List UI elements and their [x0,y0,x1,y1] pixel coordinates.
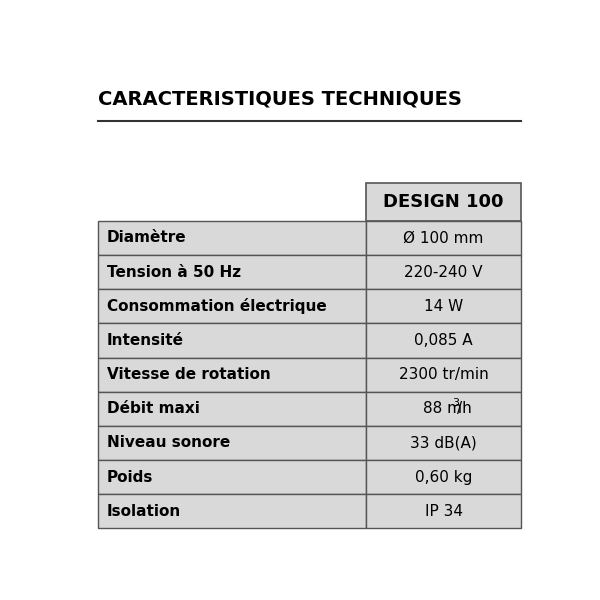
Text: 88 m: 88 m [422,401,461,416]
FancyBboxPatch shape [365,323,521,358]
FancyBboxPatch shape [365,358,521,392]
Text: Ø 100 mm: Ø 100 mm [403,230,484,245]
Text: Niveau sonore: Niveau sonore [107,436,230,451]
FancyBboxPatch shape [98,460,365,494]
Text: Poids: Poids [107,470,153,485]
FancyBboxPatch shape [98,426,365,460]
FancyBboxPatch shape [98,255,365,289]
Text: Intensité: Intensité [107,333,184,348]
Text: DESIGN 100: DESIGN 100 [383,193,504,211]
Text: Isolation: Isolation [107,504,181,519]
FancyBboxPatch shape [98,358,365,392]
FancyBboxPatch shape [365,255,521,289]
FancyBboxPatch shape [98,289,365,323]
Text: 3: 3 [452,398,459,408]
FancyBboxPatch shape [98,392,365,426]
Text: 0,60 kg: 0,60 kg [415,470,472,485]
FancyBboxPatch shape [365,289,521,323]
Text: 2300 tr/min: 2300 tr/min [398,367,488,382]
FancyBboxPatch shape [365,460,521,494]
FancyBboxPatch shape [365,392,521,426]
Text: 220-240 V: 220-240 V [404,265,483,280]
Text: Tension à 50 Hz: Tension à 50 Hz [107,265,241,280]
Text: 0,085 A: 0,085 A [414,333,473,348]
Text: Diamètre: Diamètre [107,230,186,245]
FancyBboxPatch shape [98,323,365,358]
FancyBboxPatch shape [98,221,365,255]
Text: IP 34: IP 34 [425,504,463,519]
FancyBboxPatch shape [365,426,521,460]
FancyBboxPatch shape [365,183,521,221]
Text: Consommation électrique: Consommation électrique [107,298,326,314]
FancyBboxPatch shape [365,221,521,255]
Text: 14 W: 14 W [424,299,463,314]
Text: /h: /h [457,401,472,416]
Text: Débit maxi: Débit maxi [107,401,199,416]
Text: Vitesse de rotation: Vitesse de rotation [107,367,271,382]
Text: 33 dB(A): 33 dB(A) [410,436,477,451]
Text: CARACTERISTIQUES TECHNIQUES: CARACTERISTIQUES TECHNIQUES [98,90,462,109]
FancyBboxPatch shape [365,494,521,529]
FancyBboxPatch shape [98,494,365,529]
